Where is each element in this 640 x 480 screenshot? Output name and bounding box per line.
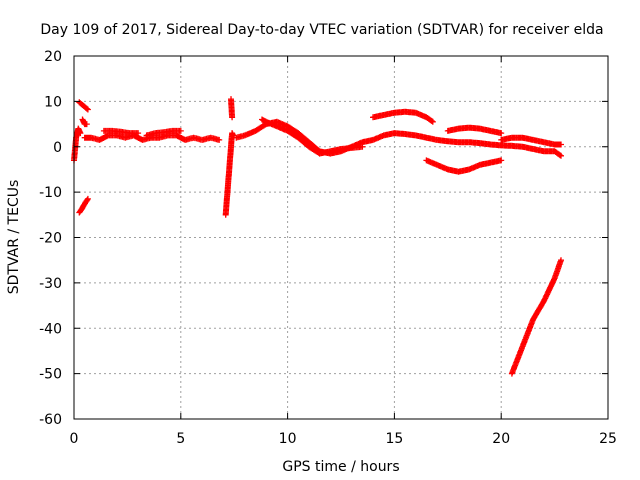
x-tick-label: 10 — [279, 431, 297, 447]
x-axis-label: GPS time / hours — [282, 459, 399, 475]
grid — [74, 56, 608, 419]
y-tick-label: -60 — [39, 412, 62, 428]
series-elda — [71, 96, 564, 377]
y-tick-label: -30 — [39, 276, 62, 292]
y-tick-label: -40 — [39, 321, 62, 337]
data-point-markers — [76, 99, 91, 113]
x-tick-label: 25 — [599, 431, 617, 447]
chart-title: Day 109 of 2017, Sidereal Day-to-day VTE… — [40, 22, 603, 38]
data-point-markers — [100, 127, 142, 137]
y-tick-label: -50 — [39, 367, 62, 383]
x-tick-label: 20 — [492, 431, 510, 447]
y-axis-label: SDTVAR / TECUs — [6, 180, 22, 295]
y-tick-label: 20 — [44, 49, 62, 65]
data-point-markers — [79, 116, 90, 128]
y-tick-label: -20 — [39, 231, 62, 247]
y-tick-label: 0 — [53, 140, 62, 156]
y-tick-label: 10 — [44, 94, 62, 110]
data-point-markers — [143, 127, 184, 139]
x-tick-label: 15 — [385, 431, 403, 447]
data-point-markers — [370, 108, 436, 125]
data-point-markers — [71, 125, 84, 164]
data-point-markers — [81, 132, 223, 143]
data-point-markers — [259, 116, 366, 157]
data-point-markers — [222, 130, 237, 218]
x-tick-label: 0 — [70, 431, 79, 447]
axis-ticks: 0 5 10 15 20 25 -60 -50 -40 -30 -20 -10 0 10 20 — [39, 49, 617, 447]
data-point-markers — [76, 195, 91, 216]
y-tick-label: -10 — [39, 185, 62, 201]
data-series — [71, 96, 564, 377]
data-point-markers — [423, 157, 505, 175]
data-point-markers — [498, 134, 564, 148]
data-point-markers — [508, 257, 564, 377]
data-point-markers — [228, 96, 236, 121]
data-point-markers — [444, 124, 505, 137]
x-tick-label: 5 — [176, 431, 185, 447]
